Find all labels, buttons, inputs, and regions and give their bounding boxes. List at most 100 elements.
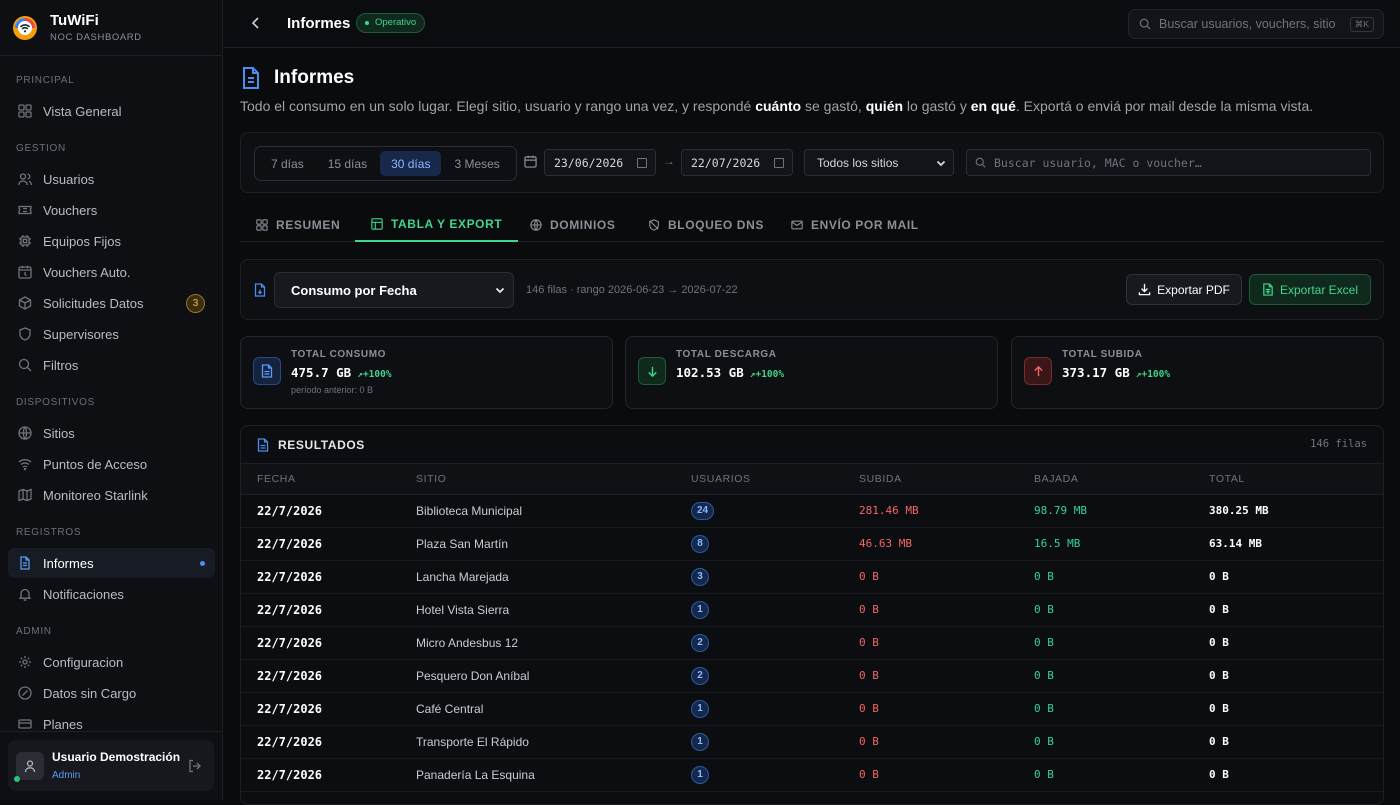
tab-tabla-y-export[interactable]: TABLA Y EXPORT xyxy=(355,208,519,242)
site-select[interactable]: Todos los sitios xyxy=(804,149,954,176)
report-type-select[interactable]: Consumo por Fecha xyxy=(274,272,514,308)
cell-bajada: 0 B xyxy=(1034,659,1209,693)
cell-bajada: 0 B xyxy=(1034,593,1209,627)
sidebar-item-label: Monitoreo Starlink xyxy=(43,487,148,503)
table-row[interactable]: 22/7/2026 Biblioteca Municipal 24 281.46 MB… xyxy=(241,494,1383,528)
sidebar-item-sitios[interactable]: Sitios xyxy=(8,418,215,448)
sidebar-item-filtros[interactable]: Filtros xyxy=(8,350,215,380)
table-row[interactable]: 22/7/2026 Plaza San Martín 8 46.63 MB 16.5 M… xyxy=(241,527,1383,561)
sidebar-item-puntos-de-acceso[interactable]: Puntos de Acceso xyxy=(8,449,215,479)
app-name: TuWiFi xyxy=(50,12,99,29)
sidebar-item-datos-sin-cargo[interactable]: Datos sin Cargo xyxy=(8,678,215,708)
tab-dominios[interactable]: DOMINIOS xyxy=(514,208,631,242)
sidebar-item-label: Vouchers Auto. xyxy=(43,264,131,280)
brand[interactable]: TuWiFi NOC DASHBOARD xyxy=(0,0,222,56)
stat-delta: ↗+100% xyxy=(749,369,785,380)
user-count-badge: 1 xyxy=(691,699,709,718)
cell-total: 0 B xyxy=(1209,593,1383,627)
column-header-total[interactable]: TOTAL xyxy=(1209,464,1383,495)
user-count-badge: 8 xyxy=(691,534,709,553)
date-to-value: 22/07/2026 xyxy=(691,155,761,170)
cell-usuarios: 3 xyxy=(691,560,859,594)
sidebar-item-label: Usuarios xyxy=(43,171,95,187)
sidebar-item-monitoreo-starlink[interactable]: Monitoreo Starlink xyxy=(8,480,215,510)
logout-icon[interactable] xyxy=(188,759,202,773)
sidebar-item-planes[interactable]: Planes xyxy=(8,709,215,734)
stat-card-total-consumo: TOTAL CONSUMO 475.7 GB ↗+100% período ant… xyxy=(240,336,613,409)
export-excel-button[interactable]: Exportar Excel xyxy=(1249,274,1371,305)
sidebar-item-supervisores[interactable]: Supervisores xyxy=(8,319,215,349)
sidebar-item-informes[interactable]: Informes xyxy=(8,548,215,578)
stat-label: TOTAL CONSUMO xyxy=(291,349,387,360)
user-count-badge: 1 xyxy=(691,765,709,784)
column-header-usuarios[interactable]: USUARIOS xyxy=(691,464,859,495)
range-7-dias[interactable]: 7 días xyxy=(271,156,304,171)
back-arrow-icon[interactable] xyxy=(248,15,264,31)
tab-bloqueo-dns[interactable]: BLOQUEO DNS xyxy=(632,208,780,242)
page-heading: Informes xyxy=(274,67,355,88)
cell-fecha: 22/7/2026 xyxy=(241,725,416,759)
calendar-picker-icon[interactable] xyxy=(774,158,784,168)
sidebar-item-vista-general[interactable]: Vista General xyxy=(8,96,215,126)
sidebar-item-vouchers[interactable]: Vouchers xyxy=(8,195,215,225)
column-header-subida[interactable]: SUBIDA xyxy=(859,464,1034,495)
column-header-sitio[interactable]: SITIO xyxy=(416,464,691,495)
user-card[interactable]: Usuario Demostración Admin xyxy=(8,740,214,791)
sidebar-item-usuarios[interactable]: Usuarios xyxy=(8,164,215,194)
sidebar-item-solicitudes-datos[interactable]: Solicitudes Datos 3 xyxy=(8,288,215,318)
cell-total: 0 B xyxy=(1209,560,1383,594)
search-icon xyxy=(18,358,32,372)
cell-total: 63.14 MB xyxy=(1209,527,1383,561)
calendar-picker-icon[interactable] xyxy=(637,158,647,168)
cell-usuarios: 1 xyxy=(691,725,859,759)
sidebar-item-notificaciones[interactable]: Notificaciones xyxy=(8,579,215,609)
table-icon xyxy=(371,218,383,230)
cell-fecha: 22/7/2026 xyxy=(241,560,416,594)
user-search-input[interactable]: Buscar usuario, MAC o voucher… xyxy=(966,149,1371,176)
cell-sitio: Micro Andesbus 12 xyxy=(416,626,691,660)
sidebar-item-equipos-fijos[interactable]: Equipos Fijos xyxy=(8,226,215,256)
cell-bajada: 0 B xyxy=(1034,758,1209,792)
stat-card-total-descarga: TOTAL DESCARGA 102.53 GB ↗+100% xyxy=(625,336,998,409)
range-30-dias[interactable]: 30 días xyxy=(380,151,442,176)
cell-fecha: 22/7/2026 xyxy=(241,692,416,726)
tab-envio-por-mail[interactable]: ENVÍO POR MAIL xyxy=(775,208,935,242)
column-header-bajada[interactable]: BAJADA xyxy=(1034,464,1209,495)
globe-icon xyxy=(18,426,32,440)
search-icon xyxy=(975,157,986,168)
user-name: Usuario Demostración xyxy=(52,750,181,764)
cell-subida: 281.46 MB xyxy=(859,494,1034,528)
report-type-value: Consumo por Fecha xyxy=(291,282,417,298)
export-pdf-button[interactable]: Exportar PDF xyxy=(1126,274,1242,305)
cell-bajada: 0 B xyxy=(1034,725,1209,759)
sidebar-item-label: Supervisores xyxy=(43,326,119,342)
sidebar-item-vouchers-auto[interactable]: Vouchers Auto. xyxy=(8,257,215,287)
range-3-meses[interactable]: 3 Meses xyxy=(454,156,500,171)
sidebar-item-configuracion[interactable]: Configuracion xyxy=(8,647,215,677)
date-from-input[interactable]: 23/06/2026 xyxy=(544,149,656,176)
cell-subida: 0 B xyxy=(859,560,1034,594)
clock-icon xyxy=(18,265,32,279)
divider xyxy=(0,731,223,732)
sidebar-nav: PRINCIPAL Vista General GESTION Usuarios… xyxy=(0,66,223,734)
results-header: RESULTADOS 146 filas xyxy=(241,426,1383,464)
global-search-input[interactable]: Buscar usuarios, vouchers, sitio ⌘K xyxy=(1128,9,1384,39)
column-header-fecha[interactable]: FECHA xyxy=(241,464,416,495)
main-content: Informes Todo el consumo en un solo luga… xyxy=(224,48,1400,805)
cell-fecha: 22/7/2026 xyxy=(241,494,416,528)
cell-bajada: 0 B xyxy=(1034,692,1209,726)
cell-subida: 0 B xyxy=(859,692,1034,726)
cell-sitio: Plaza San Martín xyxy=(416,527,691,561)
range-15-dias[interactable]: 15 días xyxy=(327,156,368,171)
chevron-down-icon xyxy=(495,287,505,294)
cell-usuarios: 8 xyxy=(691,527,859,561)
date-to-input[interactable]: 22/07/2026 xyxy=(681,149,793,176)
tab-resumen[interactable]: RESUMEN xyxy=(240,208,356,242)
